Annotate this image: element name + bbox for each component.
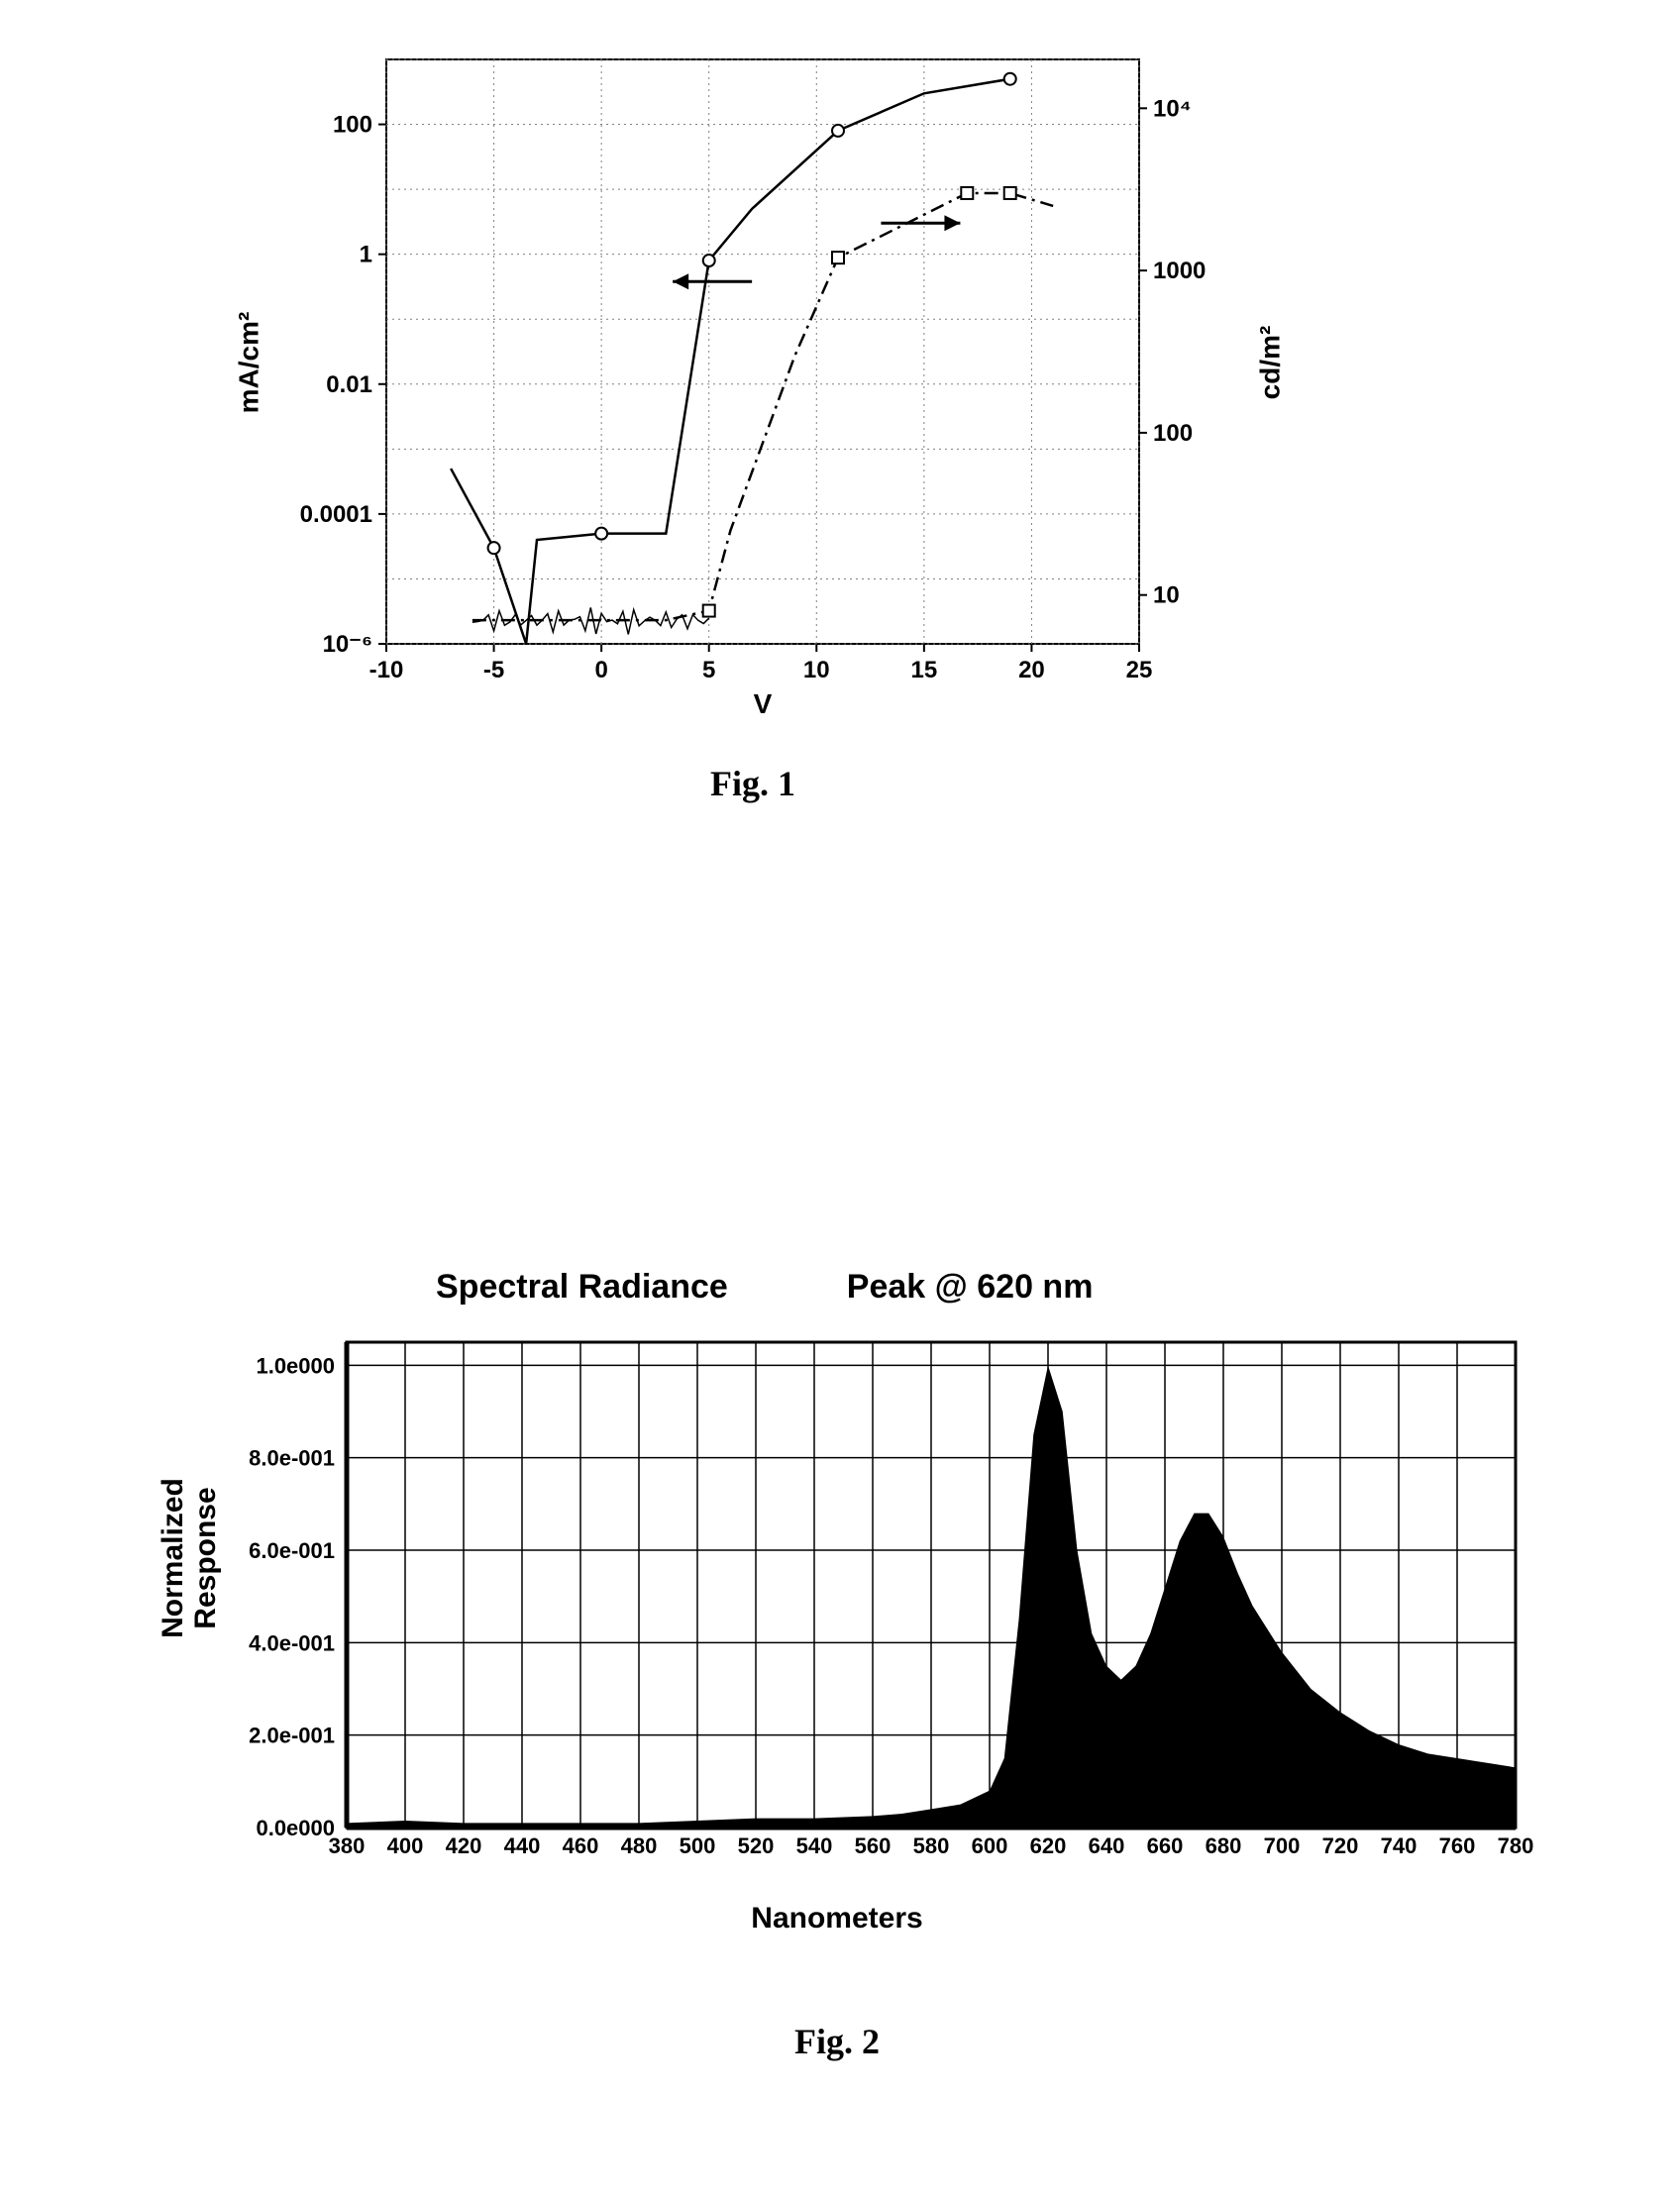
svg-text:4.0e-001: 4.0e-001 bbox=[249, 1630, 335, 1655]
svg-text:680: 680 bbox=[1206, 1833, 1242, 1858]
svg-text:440: 440 bbox=[504, 1833, 541, 1858]
svg-text:520: 520 bbox=[738, 1833, 775, 1858]
svg-text:15: 15 bbox=[911, 657, 938, 683]
svg-text:10: 10 bbox=[1153, 582, 1180, 609]
svg-text:460: 460 bbox=[563, 1833, 599, 1858]
svg-text:540: 540 bbox=[796, 1833, 833, 1858]
svg-text:0.01: 0.01 bbox=[326, 371, 372, 398]
svg-text:740: 740 bbox=[1381, 1833, 1418, 1858]
fig2-ylabel-text: Normalized Response bbox=[157, 1478, 222, 1638]
svg-text:1.0e000: 1.0e000 bbox=[256, 1353, 335, 1378]
fig2-title-left: Spectral Radiance bbox=[436, 1268, 728, 1307]
svg-text:20: 20 bbox=[1018, 657, 1045, 683]
svg-text:-5: -5 bbox=[483, 657, 504, 683]
fig1-ylabel-left: mA/cm² bbox=[233, 312, 264, 414]
svg-text:V: V bbox=[754, 688, 773, 719]
fig2-caption: Fig. 2 bbox=[119, 2021, 1555, 2062]
svg-text:1000: 1000 bbox=[1153, 258, 1206, 284]
svg-text:500: 500 bbox=[680, 1833, 716, 1858]
svg-text:0: 0 bbox=[594, 657, 607, 683]
svg-text:780: 780 bbox=[1498, 1833, 1534, 1858]
svg-text:1: 1 bbox=[360, 242, 372, 268]
svg-text:620: 620 bbox=[1030, 1833, 1067, 1858]
svg-text:700: 700 bbox=[1264, 1833, 1301, 1858]
fig1-ylabel-right: cd/m² bbox=[1255, 326, 1287, 400]
figure-2: Spectral Radiance Peak @ 620 nm 38040042… bbox=[119, 1268, 1555, 2080]
svg-text:640: 640 bbox=[1089, 1833, 1125, 1858]
svg-text:10⁴: 10⁴ bbox=[1153, 95, 1192, 122]
svg-text:-10: -10 bbox=[369, 657, 404, 683]
fig1-chart: -10 -5 0 5 10 15 20 25 10⁻⁶ 0.0001 0.01 1 100 10 100 10… bbox=[258, 40, 1248, 733]
svg-text:5: 5 bbox=[702, 657, 715, 683]
fig1-ylabel-left-text: mA/cm² bbox=[233, 312, 263, 414]
svg-text:400: 400 bbox=[387, 1833, 424, 1858]
svg-text:2.0e-001: 2.0e-001 bbox=[249, 1724, 335, 1748]
fig2-chart: 3804004204404604805005205405605806006206… bbox=[119, 1322, 1555, 1936]
svg-text:660: 660 bbox=[1147, 1833, 1184, 1858]
svg-text:25: 25 bbox=[1126, 657, 1153, 683]
svg-text:10⁻⁶: 10⁻⁶ bbox=[323, 631, 372, 658]
svg-text:580: 580 bbox=[913, 1833, 950, 1858]
svg-text:8.0e-001: 8.0e-001 bbox=[249, 1446, 335, 1471]
svg-text:600: 600 bbox=[972, 1833, 1008, 1858]
fig2-title-right: Peak @ 620 nm bbox=[847, 1268, 1094, 1307]
svg-text:420: 420 bbox=[446, 1833, 482, 1858]
svg-text:100: 100 bbox=[1153, 420, 1193, 447]
svg-text:0.0001: 0.0001 bbox=[300, 501, 372, 528]
svg-text:0.0e000: 0.0e000 bbox=[256, 1816, 335, 1840]
svg-text:10: 10 bbox=[803, 657, 830, 683]
fig2-xlabel: Nanometers bbox=[119, 1902, 1555, 1936]
svg-text:6.0e-001: 6.0e-001 bbox=[249, 1538, 335, 1563]
svg-text:720: 720 bbox=[1322, 1833, 1359, 1858]
fig2-ylabel: Normalized Response bbox=[157, 1478, 222, 1638]
svg-text:100: 100 bbox=[333, 112, 372, 139]
fig1-caption: Fig. 1 bbox=[258, 763, 1248, 804]
svg-text:480: 480 bbox=[621, 1833, 658, 1858]
figure-1: -10 -5 0 5 10 15 20 25 10⁻⁶ 0.0001 0.01 1 100 10 100 10… bbox=[258, 40, 1248, 812]
svg-text:760: 760 bbox=[1439, 1833, 1476, 1858]
fig2-title-row: Spectral Radiance Peak @ 620 nm bbox=[436, 1268, 1525, 1307]
fig1-ylabel-right-text: cd/m² bbox=[1255, 326, 1286, 400]
svg-text:560: 560 bbox=[855, 1833, 892, 1858]
